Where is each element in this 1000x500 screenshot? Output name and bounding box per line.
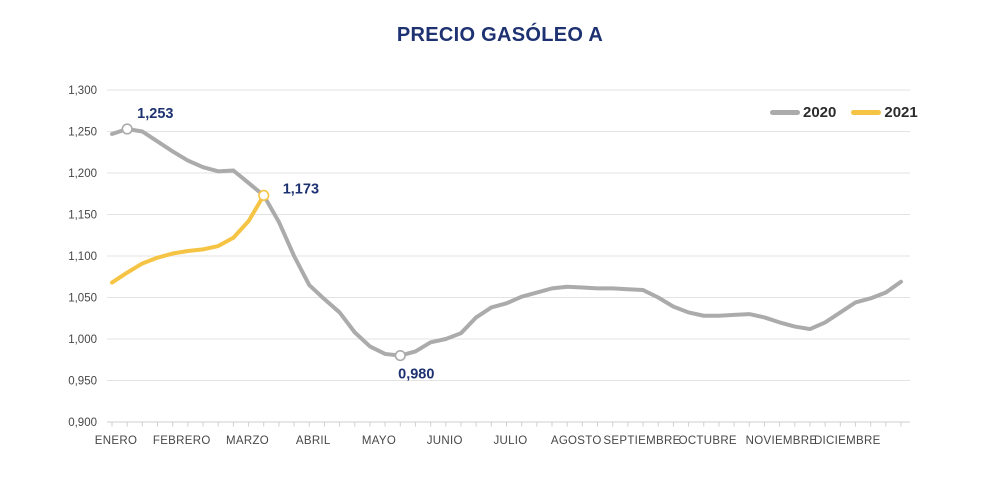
x-axis-month-label: NOVIEMBRE [746,435,818,447]
y-axis-tick-label: 0,900 [68,417,97,429]
legend-label-2020: 2020 [803,104,837,121]
y-axis-tick-label: 1,100 [68,251,97,263]
data-label: 0,980 [398,367,434,383]
data-point-marker-2020 [121,123,133,135]
data-label: 1,173 [283,181,319,197]
x-axis-month-label: JUNIO [427,435,463,447]
x-axis-month-label: ENERO [95,435,137,447]
y-axis-tick-label: 1,300 [68,85,97,97]
data-label: 1,253 [137,106,173,122]
legend-swatch-2021 [851,110,882,115]
x-axis-month-label: DICIEMBRE [814,435,881,447]
series-line-2021 [110,193,266,285]
x-axis-month-label: FEBRERO [153,435,211,447]
x-axis-month-label: SEPTIEMBRE [603,435,680,447]
legend-swatch-2020 [770,110,800,115]
series-line-2020 [110,127,903,358]
x-axis-month-label: OCTUBRE [679,435,737,447]
x-axis-month-label: MARZO [226,435,269,447]
y-axis-tick-label: 1,050 [68,293,97,305]
legend-item-2021: 2021 [851,104,918,121]
x-axis-month-label: JULIO [493,435,527,447]
legend-label-2021: 2021 [884,104,918,121]
legend: 2020 2021 [770,104,918,121]
y-axis-tick-label: 1,000 [68,334,97,346]
data-point-marker-2020 [394,350,406,362]
x-axis-month-label: ABRIL [296,435,331,447]
y-axis-tick-label: 1,150 [68,210,97,222]
y-axis-tick-label: 1,200 [68,168,97,180]
y-axis-tick-label: 0,950 [68,376,97,388]
data-point-marker-2021 [258,189,270,202]
legend-item-2020: 2020 [770,104,836,121]
x-axis-month-label: MAYO [362,435,396,447]
chart-title: PRECIO GASÓLEO A [396,24,604,46]
y-axis-tick-label: 1,250 [68,127,97,139]
x-axis-month-label: AGOSTO [551,435,602,447]
